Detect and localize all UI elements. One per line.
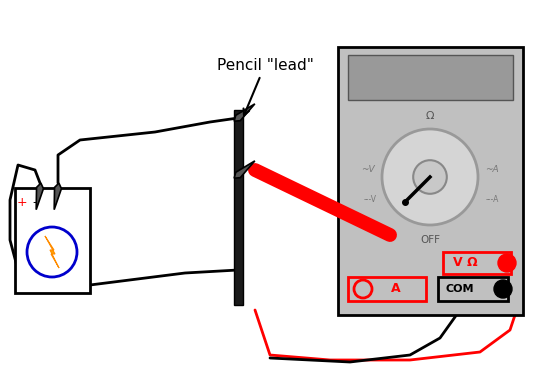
Polygon shape — [45, 236, 59, 268]
Bar — [338, 47, 523, 315]
Polygon shape — [234, 104, 255, 121]
Text: ---A: ---A — [485, 194, 499, 204]
Text: Pencil "lead": Pencil "lead" — [217, 58, 313, 115]
Text: ~A: ~A — [485, 165, 499, 173]
Text: A: A — [391, 283, 401, 296]
Bar — [348, 277, 426, 301]
Circle shape — [382, 129, 478, 225]
Text: +: + — [17, 196, 27, 209]
Circle shape — [354, 280, 372, 298]
Circle shape — [494, 280, 512, 298]
Text: -: - — [33, 196, 37, 209]
Bar — [15, 188, 90, 293]
Text: OFF: OFF — [420, 235, 440, 245]
Text: COM: COM — [446, 284, 474, 294]
Circle shape — [27, 227, 77, 277]
Text: ~V: ~V — [361, 165, 375, 173]
Text: V Ω: V Ω — [453, 256, 478, 269]
Bar — [438, 277, 508, 301]
Text: Ω: Ω — [426, 111, 434, 121]
Polygon shape — [234, 161, 255, 178]
Polygon shape — [54, 183, 61, 210]
Circle shape — [498, 254, 516, 272]
Text: ---V: ---V — [364, 194, 377, 204]
Bar — [348, 55, 513, 100]
Circle shape — [413, 160, 447, 194]
Polygon shape — [36, 183, 43, 210]
Bar — [443, 252, 511, 274]
Bar — [234, 110, 243, 305]
